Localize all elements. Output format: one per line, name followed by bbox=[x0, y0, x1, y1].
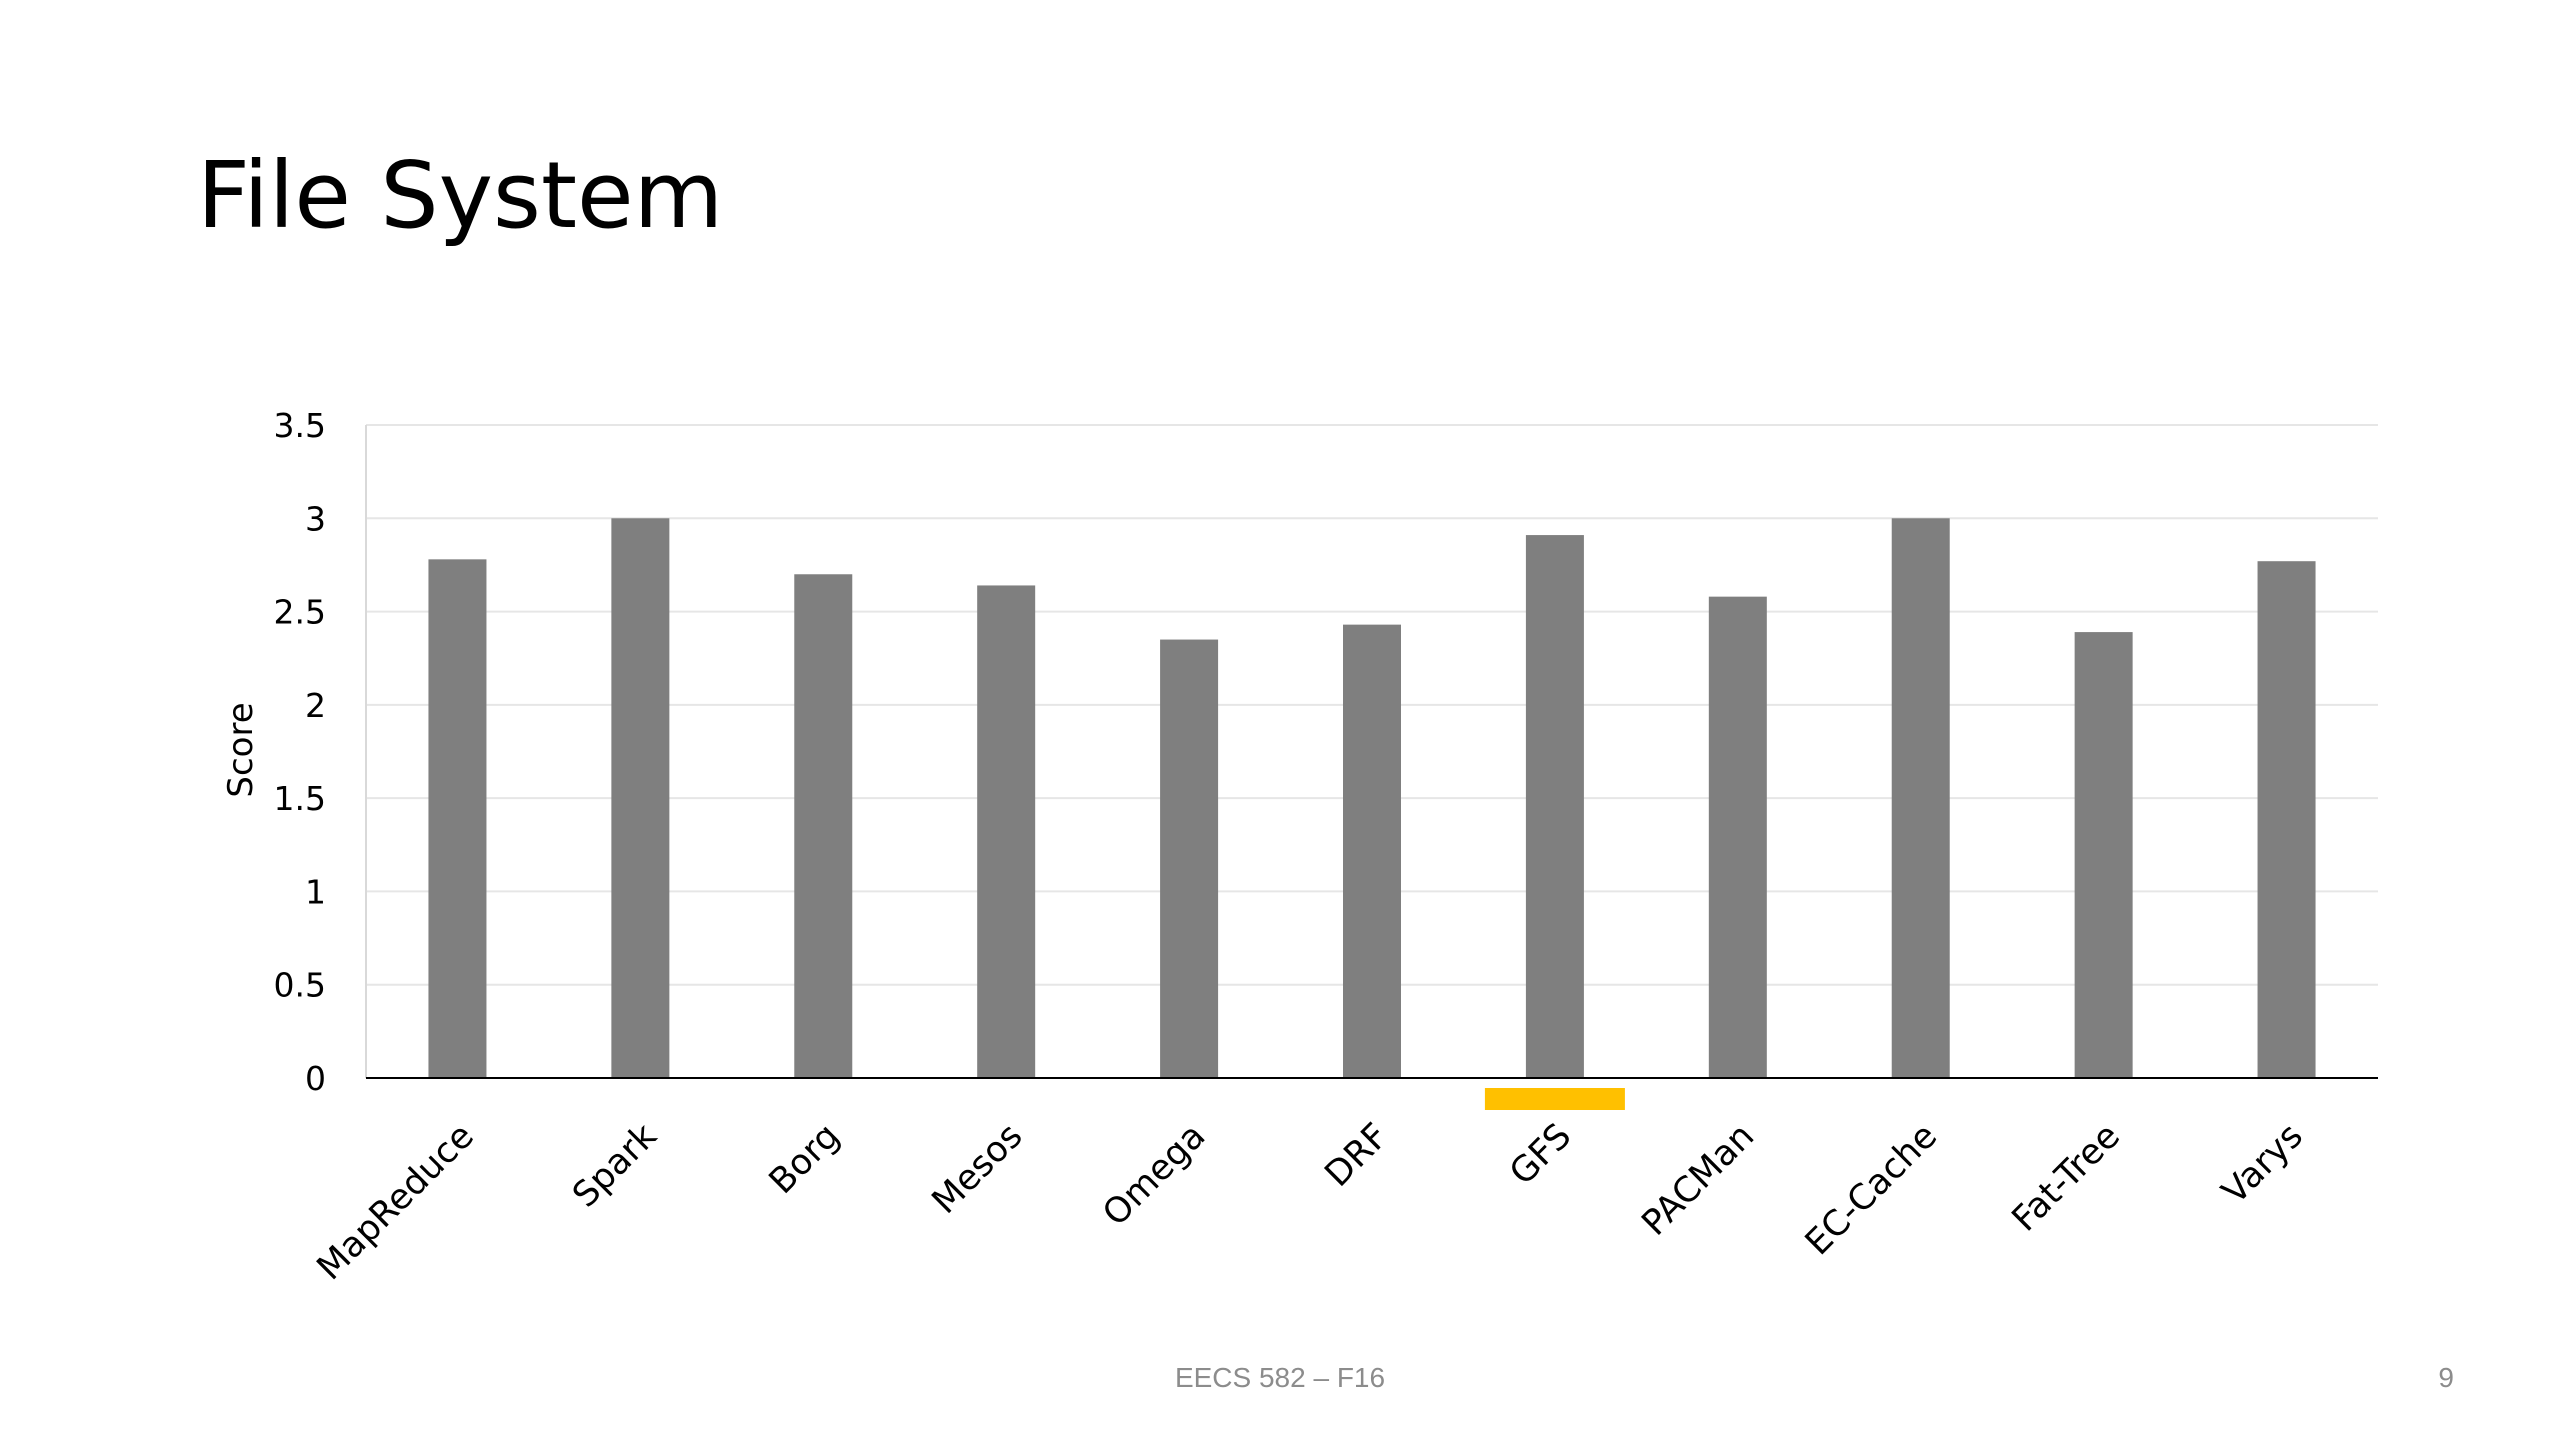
x-category-labels: MapReduce Spark Borg Mesos Omega DRF GFS PACMan… bbox=[310, 1116, 2311, 1289]
y-tick-label: 3.5 bbox=[274, 406, 326, 445]
bar-ec-cache bbox=[1891, 518, 1950, 1078]
axes bbox=[365, 425, 2378, 1079]
bar-gfs bbox=[1525, 535, 1584, 1078]
x-category-label: PACMan bbox=[1635, 1116, 1763, 1244]
slide-footer: EECS 582 – F16 bbox=[1174, 1362, 1386, 1393]
bar-spark bbox=[611, 518, 670, 1078]
y-tick-label: 1.5 bbox=[274, 779, 326, 818]
x-category-label: EC-Cache bbox=[1798, 1116, 1945, 1263]
y-tick-labels: 0 0.5 1 1.5 2 2.5 3 3.5 bbox=[274, 406, 326, 1098]
y-tick-label: 3 bbox=[305, 499, 326, 538]
bar-pacman bbox=[1708, 596, 1767, 1078]
x-category-label: MapReduce bbox=[310, 1116, 482, 1288]
page-number: 9 bbox=[2438, 1362, 2454, 1393]
highlight-marker bbox=[1484, 1088, 1625, 1110]
bar-varys bbox=[2257, 561, 2316, 1078]
bar-omega bbox=[1160, 639, 1219, 1078]
bar-borg bbox=[794, 574, 853, 1078]
x-category-label: Mesos bbox=[925, 1116, 1031, 1222]
slide-title: File System bbox=[197, 142, 724, 249]
y-tick-label: 0 bbox=[305, 1059, 326, 1098]
y-tick-label: 0.5 bbox=[274, 966, 326, 1005]
bar-mesos bbox=[977, 585, 1036, 1078]
y-tick-label: 2.5 bbox=[274, 593, 326, 632]
x-category-label: Fat-Tree bbox=[2005, 1116, 2128, 1239]
bars bbox=[428, 518, 2316, 1110]
x-category-label: Varys bbox=[2215, 1116, 2311, 1212]
bar-drf bbox=[1343, 624, 1401, 1078]
bar-fat-tree bbox=[2074, 632, 2133, 1078]
y-tick-label: 1 bbox=[305, 872, 326, 911]
y-axis-title: Score bbox=[221, 702, 261, 797]
x-category-label: GFS bbox=[1502, 1116, 1579, 1193]
bar-mapreduce bbox=[428, 559, 487, 1078]
x-category-label: DRF bbox=[1318, 1116, 1397, 1195]
x-category-label: Borg bbox=[762, 1116, 848, 1202]
x-category-label: Omega bbox=[1095, 1116, 1213, 1234]
y-tick-label: 2 bbox=[305, 686, 326, 725]
x-category-label: Spark bbox=[565, 1116, 665, 1216]
